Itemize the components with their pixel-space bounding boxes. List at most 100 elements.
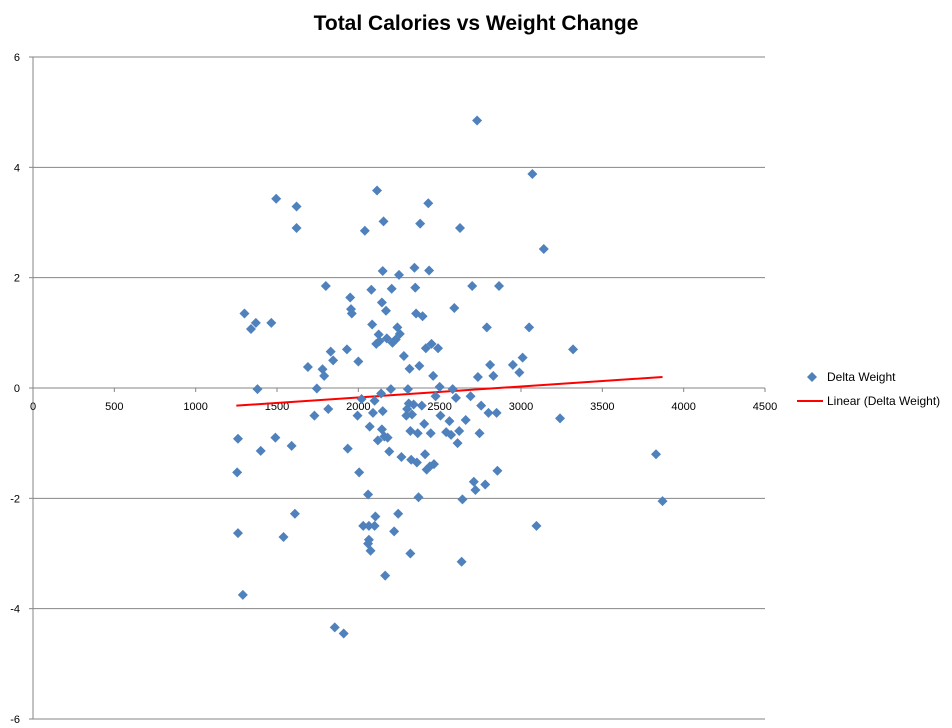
data-point [480,479,491,490]
data-point [417,311,428,322]
data-point [232,433,243,444]
data-point [433,343,444,354]
data-point [474,428,485,439]
data-point [411,457,422,468]
data-point [377,266,388,277]
data-point [491,407,502,418]
x-tick-label: 2500 [427,401,451,413]
data-point [385,384,396,395]
data-point [271,193,282,204]
legend-label-series: Delta Weight [827,370,896,384]
data-point [369,395,380,406]
data-point [420,343,431,354]
x-tick-label: 3000 [509,401,533,413]
data-point [555,413,566,424]
data-point [278,531,289,542]
data-point [409,262,420,273]
data-point [449,303,460,314]
data-point [488,370,499,381]
data-point [237,589,248,600]
x-tick-label: 500 [105,401,123,413]
data-point [426,338,437,349]
chart-title: Total Calories vs Weight Change [313,12,639,35]
x-tick-labels: 0 500 1000 1500 2000 2500 3000 3500 4000 4500 [30,401,777,413]
data-point [568,344,579,355]
y-tick-label: 2 [14,273,20,285]
data-point [386,283,397,294]
data-point [465,391,476,402]
data-point [353,356,364,367]
data-point [447,384,458,395]
data-point [250,317,261,328]
x-tick-label: 4000 [671,401,695,413]
data-point [402,384,413,395]
data-point [319,370,330,381]
data-point [352,410,363,421]
data-point [468,476,479,487]
data-point [311,383,322,394]
data-point [342,443,353,454]
data-point [270,432,281,443]
data-point [364,421,375,432]
data-points [232,115,668,639]
data-point [367,319,378,330]
data-point [232,528,243,539]
data-point [413,492,424,503]
data-point [323,403,334,414]
data-point [444,416,455,427]
data-point [245,323,256,334]
data-point [328,355,339,366]
data-point [407,409,418,420]
data-point [377,406,388,417]
trendline-linear [236,375,663,407]
data-point [289,508,300,519]
data-point [373,329,384,340]
data-point [367,407,378,418]
data-point [524,322,535,333]
data-point [408,399,419,410]
data-point [472,371,483,382]
data-point [419,418,430,429]
data-point [456,556,467,567]
data-point [476,400,487,411]
data-point [527,168,538,179]
data-point [420,449,431,460]
data-point [454,426,465,437]
y-tick-labels: -6 -4 -2 0 2 4 6 [10,52,20,726]
data-point [435,410,446,421]
data-point [405,548,416,559]
data-point [481,322,492,333]
data-point [252,384,263,395]
data-point [507,359,518,370]
data-point [358,520,369,531]
data-point [467,280,478,291]
data-point [338,628,349,639]
x-tick-label: 4500 [753,401,777,413]
x-tick-label: 2000 [346,401,370,413]
data-point [651,449,662,460]
y-tick-label: -2 [10,493,20,505]
data-point [414,360,425,371]
data-point [410,282,421,293]
data-point [531,520,542,531]
data-point [389,526,400,537]
data-point [425,428,436,439]
data-point [424,265,435,276]
y-tick-label: -6 [10,714,20,726]
data-point [255,445,266,456]
data-point [329,622,340,633]
legend-label-trendline: Linear (Delta Weight) [827,394,940,408]
data-point [460,414,471,425]
data-point [470,485,481,496]
data-point [356,394,367,405]
data-point [369,520,380,531]
data-point [266,317,277,328]
data-point [345,292,356,303]
data-point [291,201,302,212]
data-point [346,308,357,319]
data-point [412,428,423,439]
data-point [538,243,549,254]
data-point [239,308,250,319]
data-point [309,410,320,421]
data-point [393,508,404,519]
